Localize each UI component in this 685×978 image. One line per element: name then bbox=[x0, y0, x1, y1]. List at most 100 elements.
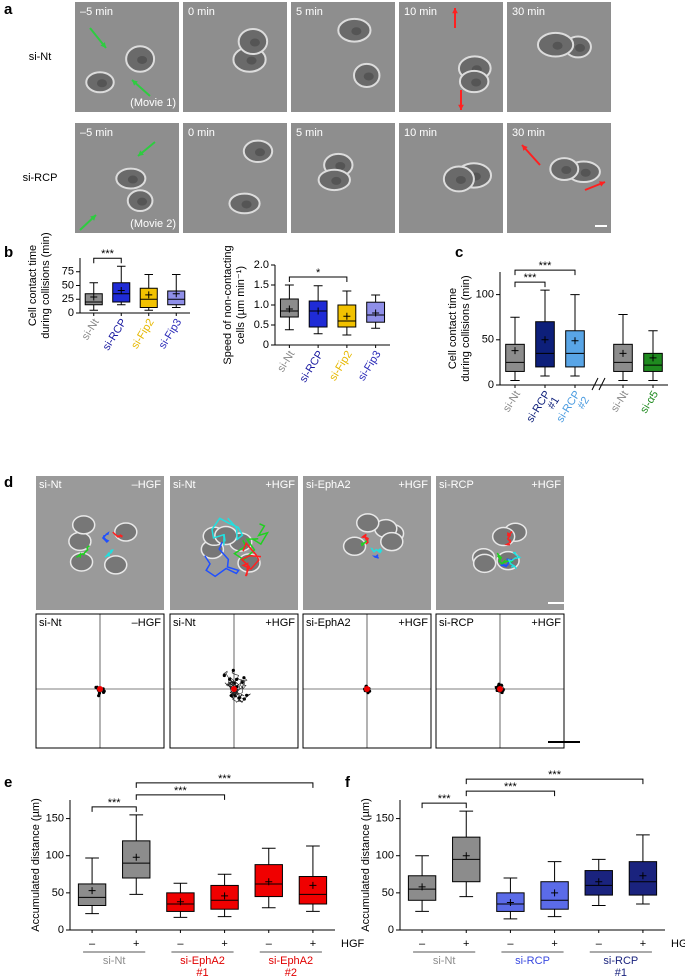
sirna-label: si-EphA2 bbox=[306, 479, 351, 491]
y-axis-label: Accumulated distance (µm) bbox=[360, 798, 372, 932]
whisker-high bbox=[371, 294, 381, 303]
mean bbox=[372, 309, 380, 317]
cell bbox=[491, 526, 516, 547]
whisker-high bbox=[144, 274, 154, 289]
nucleus bbox=[97, 79, 108, 88]
y-axis-label: cells (µm min⁻¹) bbox=[235, 266, 247, 344]
whisker-low bbox=[371, 322, 381, 329]
cell bbox=[214, 525, 238, 546]
sirna-label: si-Nt bbox=[39, 617, 62, 629]
whisker-high bbox=[129, 814, 144, 841]
cell-track bbox=[371, 554, 379, 559]
frame-time: 10 min bbox=[404, 127, 437, 139]
x-tick-label: si-Fip3 bbox=[356, 349, 384, 383]
group-label: si-Nt bbox=[433, 955, 456, 967]
x-tick-label: si-RCP bbox=[101, 317, 130, 353]
whisker-low bbox=[503, 911, 518, 920]
sirna-label: si-RCP bbox=[439, 479, 474, 491]
treatment-sign: – bbox=[266, 938, 273, 950]
frame-time: –5 min bbox=[80, 127, 113, 139]
whisker-low bbox=[313, 327, 323, 335]
box bbox=[535, 321, 555, 368]
y-tick-label: 0 bbox=[68, 307, 74, 319]
sirna-label: si-Nt bbox=[173, 617, 196, 629]
y-tick-label: 1.5 bbox=[254, 279, 269, 291]
mean bbox=[117, 286, 125, 294]
x-tick-label: si-Fip3 bbox=[157, 317, 185, 351]
whisker-low bbox=[85, 905, 99, 915]
significance-label: *** bbox=[524, 272, 538, 284]
cell-track bbox=[360, 533, 370, 545]
y-tick-label: 150 bbox=[46, 812, 64, 824]
condition-label: +HGF bbox=[398, 479, 428, 491]
whisker-high bbox=[171, 274, 181, 291]
arrow-head bbox=[100, 42, 106, 48]
track-end bbox=[227, 677, 232, 681]
cell bbox=[355, 513, 380, 533]
significance-bracket bbox=[91, 806, 137, 812]
nucleus bbox=[137, 55, 148, 64]
mean bbox=[343, 312, 351, 320]
frame-time: 0 min bbox=[188, 127, 215, 139]
track bbox=[232, 688, 245, 703]
whisker-high bbox=[217, 873, 232, 886]
y-tick-label: 0 bbox=[388, 924, 394, 936]
nucleus bbox=[351, 27, 362, 36]
mean bbox=[265, 878, 273, 886]
nucleus bbox=[363, 72, 374, 81]
track bbox=[229, 685, 245, 698]
whisker-high bbox=[570, 294, 580, 331]
significance-bracket bbox=[135, 794, 226, 800]
arrow-head bbox=[458, 104, 464, 110]
whisker-high bbox=[89, 282, 99, 294]
sirna-label: si-Nt bbox=[39, 479, 62, 491]
track-end bbox=[497, 682, 501, 686]
box bbox=[584, 870, 613, 896]
x-tick-label: si-Nt bbox=[501, 389, 523, 415]
origin bbox=[231, 686, 237, 692]
frame-time: 30 min bbox=[512, 6, 545, 18]
track-end bbox=[222, 673, 226, 678]
nucleus bbox=[335, 162, 346, 171]
whisker-high bbox=[415, 855, 429, 876]
mean bbox=[221, 892, 229, 900]
group-label: #2 bbox=[285, 967, 297, 978]
whisker-high bbox=[648, 330, 658, 354]
arrow-head bbox=[452, 8, 458, 14]
box bbox=[613, 343, 633, 372]
origin bbox=[97, 686, 103, 692]
cell-track bbox=[76, 545, 91, 559]
nucleus bbox=[127, 175, 138, 184]
sirna-label: si-Nt bbox=[173, 479, 196, 491]
nucleus bbox=[331, 176, 342, 185]
mean bbox=[418, 883, 426, 891]
panel-letter: b bbox=[4, 244, 13, 261]
significance-label: *** bbox=[504, 781, 518, 793]
arrow-head bbox=[138, 150, 144, 156]
whisker-low bbox=[459, 881, 474, 898]
significance-label: *** bbox=[218, 773, 232, 785]
mean bbox=[88, 887, 96, 895]
mean bbox=[639, 872, 647, 880]
sirna-label: si-RCP bbox=[439, 617, 474, 629]
track-end bbox=[245, 693, 249, 697]
whisker-low bbox=[129, 878, 144, 895]
cell-track bbox=[204, 541, 240, 578]
nucleus bbox=[249, 38, 260, 47]
x-tick-label: si-Nt bbox=[275, 349, 297, 375]
frame-time: 0 min bbox=[188, 6, 215, 18]
y-tick-label: 0 bbox=[488, 379, 494, 391]
x-tick-label: si-Nt bbox=[80, 317, 102, 343]
condition-label: +HGF bbox=[398, 617, 428, 629]
cell-track bbox=[104, 549, 114, 558]
whisker-low bbox=[217, 909, 232, 918]
cell-track bbox=[240, 541, 262, 577]
significance-label: *** bbox=[174, 785, 188, 797]
whisker-high bbox=[261, 847, 276, 865]
whisker-low bbox=[306, 904, 320, 912]
panel-letter: c bbox=[455, 244, 463, 261]
y-axis-label: Accumulated distance (µm) bbox=[30, 798, 42, 932]
cell-track bbox=[507, 551, 522, 570]
